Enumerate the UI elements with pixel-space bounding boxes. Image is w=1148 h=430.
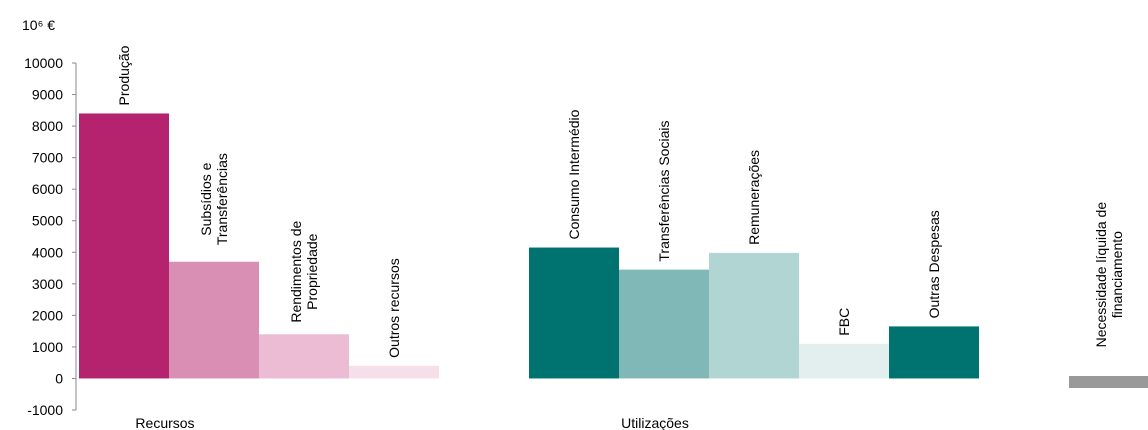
bar-label: Outras Despesas <box>926 210 942 318</box>
bar-label: Outros recursos <box>386 258 402 358</box>
bar <box>529 247 619 379</box>
bar <box>79 113 169 379</box>
bar-label: Necessidade líquida definanciamento <box>1093 202 1125 348</box>
bar <box>709 252 799 379</box>
group-label: Utilizações <box>621 415 689 430</box>
bar-label: Consumo Intermédio <box>566 109 582 239</box>
bar <box>169 261 259 379</box>
y-tick-label: 10000 <box>24 55 63 71</box>
y-tick-label: 0 <box>55 370 63 386</box>
y-tick-label: 6000 <box>32 181 63 197</box>
y-unit-label: 10⁶ € <box>22 17 55 33</box>
bar <box>1069 376 1148 388</box>
bar-label: Subsídios eTransferências <box>198 153 230 245</box>
y-tick-label: 8000 <box>32 118 63 134</box>
bar-label: Rendimentos dePropriedade <box>288 221 320 323</box>
y-tick-label: 9000 <box>32 87 63 103</box>
y-ticks: -1000 0 1000 2000 3000 4000 5000 6000 7000 8000 90… <box>24 55 76 418</box>
y-tick-label: 2000 <box>32 307 63 323</box>
bar <box>349 365 439 379</box>
y-tick-label: 3000 <box>32 276 63 292</box>
bar <box>799 343 889 379</box>
y-tick-label: 5000 <box>32 213 63 229</box>
bar-label: Transferências Sociais <box>656 121 672 262</box>
bar-label: Remunerações <box>746 150 762 245</box>
group-label: Recursos <box>135 415 194 430</box>
y-tick-label: 4000 <box>32 244 63 260</box>
bar-label: Produção <box>116 45 132 105</box>
bar <box>259 334 349 379</box>
bar <box>619 269 709 379</box>
bar-label: FBC <box>836 308 852 336</box>
y-tick-label: -1000 <box>27 402 63 418</box>
y-tick-label: 1000 <box>32 339 63 355</box>
bar <box>889 326 979 379</box>
bar-labels: Produção Subsídios eTransferências Rendime… <box>116 45 1125 430</box>
y-tick-label: 7000 <box>32 150 63 166</box>
bars <box>79 113 1148 388</box>
